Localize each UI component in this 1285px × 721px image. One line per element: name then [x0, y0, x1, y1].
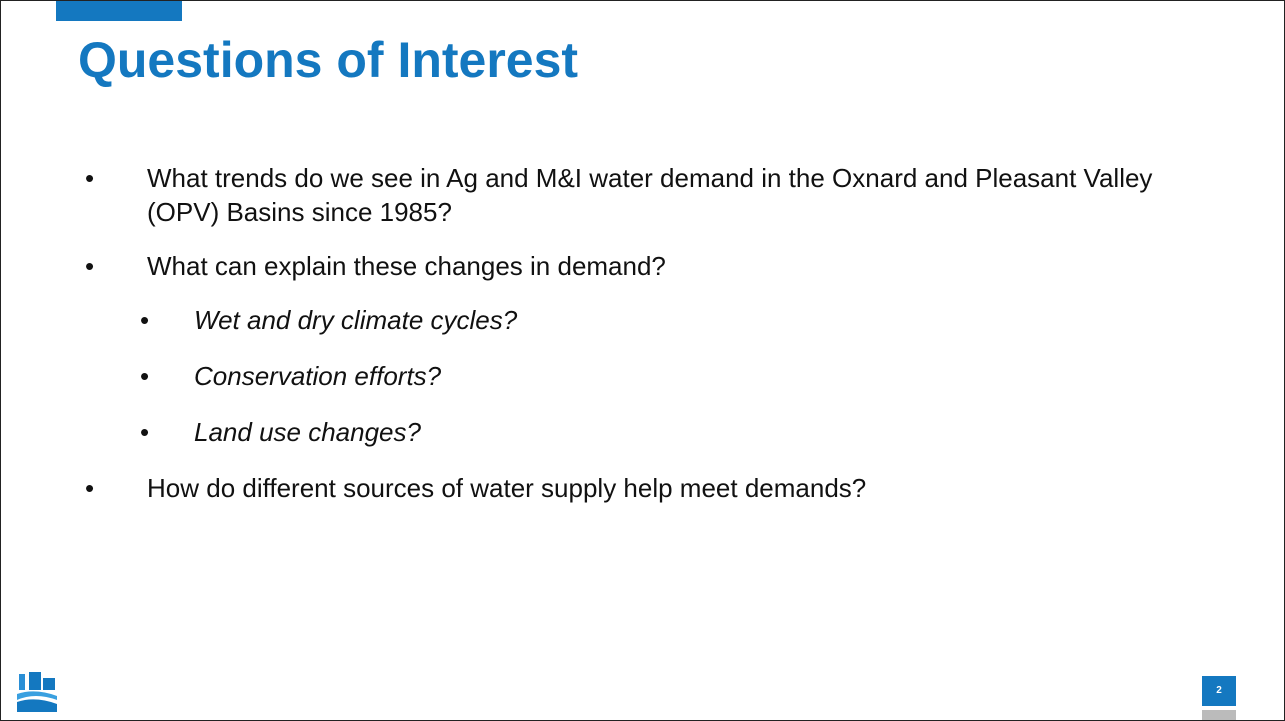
bullet-list: • What trends do we see in Ag and M&I wat… [85, 161, 1215, 525]
bullet-text: What trends do we see in Ag and M&I wate… [147, 163, 1153, 227]
bullet-item: • What can explain these changes in deman… [85, 249, 1215, 283]
bullet-dot: • [140, 417, 150, 447]
bullet-text: What can explain these changes in demand… [147, 251, 666, 281]
bullet-item: • Land use changes? [85, 415, 1215, 449]
bullet-dot: • [85, 163, 95, 193]
bullet-item: • What trends do we see in Ag and M&I wat… [85, 161, 1215, 229]
bullet-dot: • [140, 305, 150, 335]
bullet-text: Land use changes? [194, 417, 421, 447]
bullet-text: How do different sources of water supply… [147, 473, 867, 503]
bullet-text: Conservation efforts? [194, 361, 442, 391]
accent-bar [56, 1, 182, 21]
bullet-item: • Wet and dry climate cycles? [85, 303, 1215, 337]
bullet-dot: • [85, 251, 95, 281]
page-number: 2 [1202, 676, 1236, 706]
bullet-item: • Conservation efforts? [85, 359, 1215, 393]
bullet-dot: • [140, 361, 150, 391]
logo [17, 672, 57, 712]
page-number-bar [1202, 710, 1236, 720]
slide-title: Questions of Interest [78, 32, 579, 88]
bullet-dot: • [85, 473, 95, 503]
bullet-text: Wet and dry climate cycles? [194, 305, 518, 335]
bullet-item: • How do different sources of water suppl… [85, 471, 1215, 505]
